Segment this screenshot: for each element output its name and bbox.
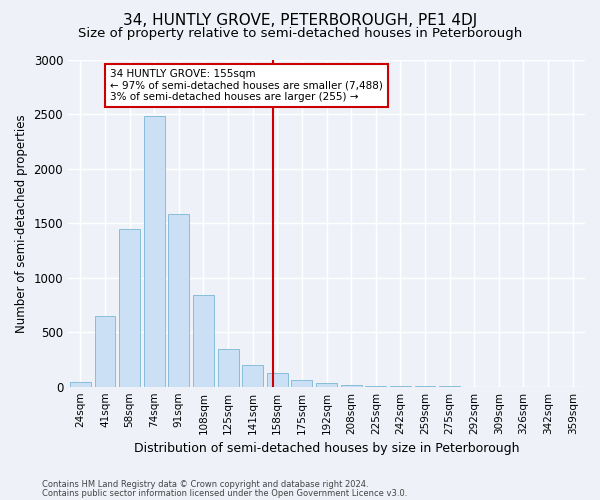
Bar	[267, 372, 288, 386]
Bar	[70, 382, 91, 386]
X-axis label: Distribution of semi-detached houses by size in Peterborough: Distribution of semi-detached houses by …	[134, 442, 519, 455]
Text: Contains public sector information licensed under the Open Government Licence v3: Contains public sector information licen…	[42, 488, 407, 498]
Text: Contains HM Land Registry data © Crown copyright and database right 2024.: Contains HM Land Registry data © Crown c…	[42, 480, 368, 489]
Bar	[218, 348, 239, 387]
Bar	[316, 384, 337, 386]
Bar	[144, 116, 164, 386]
Bar	[169, 214, 189, 386]
Bar	[95, 316, 115, 386]
Text: Size of property relative to semi-detached houses in Peterborough: Size of property relative to semi-detach…	[78, 28, 522, 40]
Bar	[242, 365, 263, 386]
Bar	[292, 380, 313, 386]
Bar	[193, 295, 214, 386]
Y-axis label: Number of semi-detached properties: Number of semi-detached properties	[15, 114, 28, 332]
Text: 34, HUNTLY GROVE, PETERBOROUGH, PE1 4DJ: 34, HUNTLY GROVE, PETERBOROUGH, PE1 4DJ	[123, 12, 477, 28]
Bar	[341, 384, 362, 386]
Bar	[119, 229, 140, 386]
Text: 34 HUNTLY GROVE: 155sqm
← 97% of semi-detached houses are smaller (7,488)
3% of : 34 HUNTLY GROVE: 155sqm ← 97% of semi-de…	[110, 68, 383, 102]
